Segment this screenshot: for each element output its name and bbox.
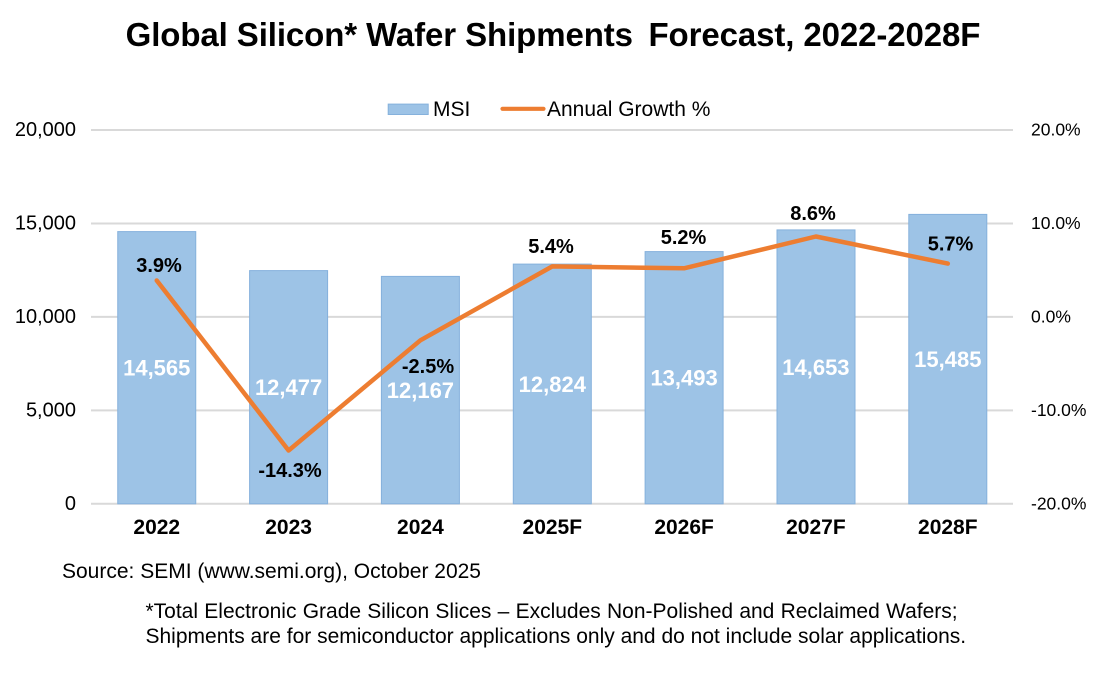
svg-text:14,565: 14,565 <box>123 356 190 381</box>
svg-text:Annual Growth %: Annual Growth % <box>547 98 710 121</box>
svg-text:12,167: 12,167 <box>387 378 454 403</box>
svg-text:5,000: 5,000 <box>26 399 76 421</box>
svg-text:Global Silicon* Wafer Shipment: Global Silicon* Wafer Shipments Forecast… <box>126 16 981 53</box>
svg-text:8.6%: 8.6% <box>790 203 836 225</box>
svg-text:5.2%: 5.2% <box>661 227 707 249</box>
svg-text:20,000: 20,000 <box>15 119 76 141</box>
svg-text:2027F: 2027F <box>786 516 846 539</box>
svg-text:Source: SEMI (www.semi.org), O: Source: SEMI (www.semi.org), October 202… <box>62 560 481 583</box>
svg-text:Shipments are for semiconducto: Shipments are for semiconductor applicat… <box>146 625 967 648</box>
svg-text:2025F: 2025F <box>523 516 583 539</box>
svg-text:15,000: 15,000 <box>15 212 76 234</box>
svg-text:5.7%: 5.7% <box>928 233 974 255</box>
svg-text:0: 0 <box>65 493 76 515</box>
svg-text:MSI: MSI <box>433 98 470 121</box>
svg-text:12,824: 12,824 <box>519 372 587 397</box>
svg-text:15,485: 15,485 <box>914 347 981 372</box>
svg-text:2026F: 2026F <box>654 516 714 539</box>
svg-text:5.4%: 5.4% <box>528 236 574 258</box>
svg-text:-10.0%: -10.0% <box>1031 400 1086 420</box>
svg-text:14,653: 14,653 <box>782 355 849 380</box>
svg-text:3.9%: 3.9% <box>136 255 182 277</box>
svg-text:13,493: 13,493 <box>650 366 717 391</box>
svg-text:12,477: 12,477 <box>255 375 322 400</box>
svg-text:-20.0%: -20.0% <box>1031 493 1086 513</box>
svg-text:20.0%: 20.0% <box>1031 120 1081 140</box>
svg-text:2023: 2023 <box>265 516 312 539</box>
svg-text:*Total Electronic Grade Silico: *Total Electronic Grade Silicon Slices –… <box>146 600 958 623</box>
svg-text:-14.3%: -14.3% <box>258 460 322 482</box>
svg-text:2022: 2022 <box>133 516 180 539</box>
svg-text:2024: 2024 <box>397 516 444 539</box>
svg-text:2028F: 2028F <box>918 516 978 539</box>
svg-text:-2.5%: -2.5% <box>402 356 454 378</box>
svg-text:0.0%: 0.0% <box>1031 306 1071 326</box>
svg-text:10,000: 10,000 <box>15 306 76 328</box>
svg-text:10.0%: 10.0% <box>1031 213 1081 233</box>
